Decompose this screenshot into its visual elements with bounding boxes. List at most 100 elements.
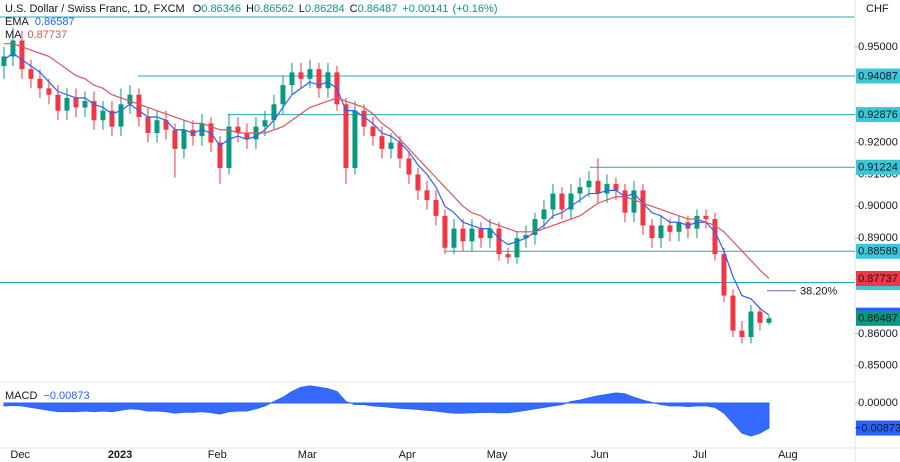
candle-body — [118, 104, 124, 127]
candle-body — [352, 110, 358, 169]
level-price-label: 0.88589 — [858, 246, 898, 258]
candle-body — [550, 193, 556, 210]
quote-key: L — [299, 3, 305, 15]
candle-body — [631, 190, 637, 213]
candle-body — [37, 78, 43, 89]
level-price-label-bg — [856, 107, 900, 123]
candle-body — [217, 142, 223, 169]
candle-body — [343, 104, 349, 169]
indicator-value: 0.86587 — [35, 16, 75, 28]
candle-body — [181, 129, 187, 149]
candle-body — [703, 215, 709, 220]
y-tick-label: 0.86000 — [858, 328, 898, 340]
quote-value: 0.86346 — [201, 3, 241, 15]
x-tick-label: Feb — [208, 449, 227, 461]
candle-body — [721, 254, 727, 296]
quote-key: C — [350, 3, 358, 15]
quote-key: O — [193, 3, 202, 15]
candle-body — [370, 126, 376, 137]
x-tick-label: Mar — [298, 449, 317, 461]
macd-legend-value: −0.00873 — [43, 390, 89, 402]
candle-body — [379, 136, 385, 149]
candle-body — [739, 330, 745, 338]
x-tick-label: Jul — [693, 449, 707, 461]
candle-body — [145, 117, 151, 133]
candle-body — [28, 69, 34, 79]
candle-body — [1, 56, 7, 67]
currency-label: CHF — [866, 3, 889, 15]
change: +0.00141 — [402, 3, 448, 15]
candle-body — [307, 69, 313, 79]
candle-body — [100, 110, 106, 121]
candle-body — [541, 209, 547, 220]
candle-body — [415, 174, 421, 191]
level-price-label: 0.94087 — [858, 70, 898, 82]
indicator-line — [3, 52, 770, 316]
macd-value-label-bg — [856, 420, 900, 436]
y-tick-label: 0.89000 — [858, 232, 898, 244]
candle-body — [316, 69, 322, 89]
quote-value: 0.86284 — [305, 3, 345, 15]
candle-body — [46, 88, 52, 95]
candle-body — [127, 94, 133, 105]
candle-body — [604, 183, 610, 194]
candle-body — [460, 228, 466, 242]
candle-body — [478, 228, 484, 239]
candle-body — [55, 94, 61, 111]
macd-value-label: −0.00873 — [855, 422, 900, 434]
candle-body — [325, 72, 331, 89]
candle-body — [280, 85, 286, 105]
candle-body — [523, 235, 529, 239]
candle-body — [271, 104, 277, 121]
quote-value: 0.86562 — [254, 3, 294, 15]
x-tick-label: Aug — [778, 449, 798, 461]
x-tick-label: Apr — [399, 449, 416, 461]
candle-body — [577, 187, 583, 194]
candle-body — [748, 311, 754, 338]
candle-body — [766, 318, 772, 323]
y-tick-label: 0.90000 — [858, 200, 898, 212]
x-tick-label: 2023 — [108, 449, 132, 461]
indicator-legend: MA 0.87737 — [5, 29, 67, 41]
symbol-title: U.S. Dollar / Swiss Franc, 1D, FXCM — [5, 3, 185, 15]
indicator-name: EMA — [5, 16, 30, 28]
candle-body — [226, 126, 232, 169]
candle-body — [73, 97, 79, 108]
candle-body — [613, 183, 619, 191]
candle-body — [64, 97, 70, 111]
candle-body — [433, 199, 439, 216]
candle-body — [667, 225, 673, 232]
candle-body — [532, 219, 538, 236]
candle-body — [559, 193, 565, 210]
y-tick-label: 0.92000 — [858, 136, 898, 148]
candle-body — [640, 190, 646, 226]
candle-body — [487, 228, 493, 239]
close-price-label-bg — [856, 310, 900, 326]
candle-body — [397, 142, 403, 159]
quote-key: H — [246, 3, 254, 15]
overlay: 0.940870.928760.912240.885890.876110.877… — [5, 0, 900, 436]
candle-body — [109, 110, 115, 127]
indicator-line — [3, 43, 770, 279]
level-price-label: 0.92876 — [858, 109, 898, 121]
x-tick-label: May — [487, 449, 508, 461]
candle-body — [298, 72, 304, 79]
candle-body — [595, 180, 601, 194]
candle-body — [757, 311, 763, 323]
y-tick-label: 0.85000 — [858, 360, 898, 372]
x-tick-label: Jun — [591, 449, 609, 461]
candle-body — [406, 158, 412, 175]
candle-body — [469, 228, 475, 242]
indicator-value: 0.87737 — [28, 29, 68, 41]
x-tick-label: Dec — [10, 449, 30, 461]
ma-price-label-bg — [856, 270, 900, 286]
candle-body — [622, 190, 628, 213]
level-price-label-bg — [856, 243, 900, 259]
currency-bg — [856, 0, 900, 16]
candle-body — [235, 126, 241, 133]
candle-body — [91, 101, 97, 121]
fib-label: 38.20% — [800, 286, 838, 298]
level-price-label: 0.91224 — [858, 162, 898, 174]
